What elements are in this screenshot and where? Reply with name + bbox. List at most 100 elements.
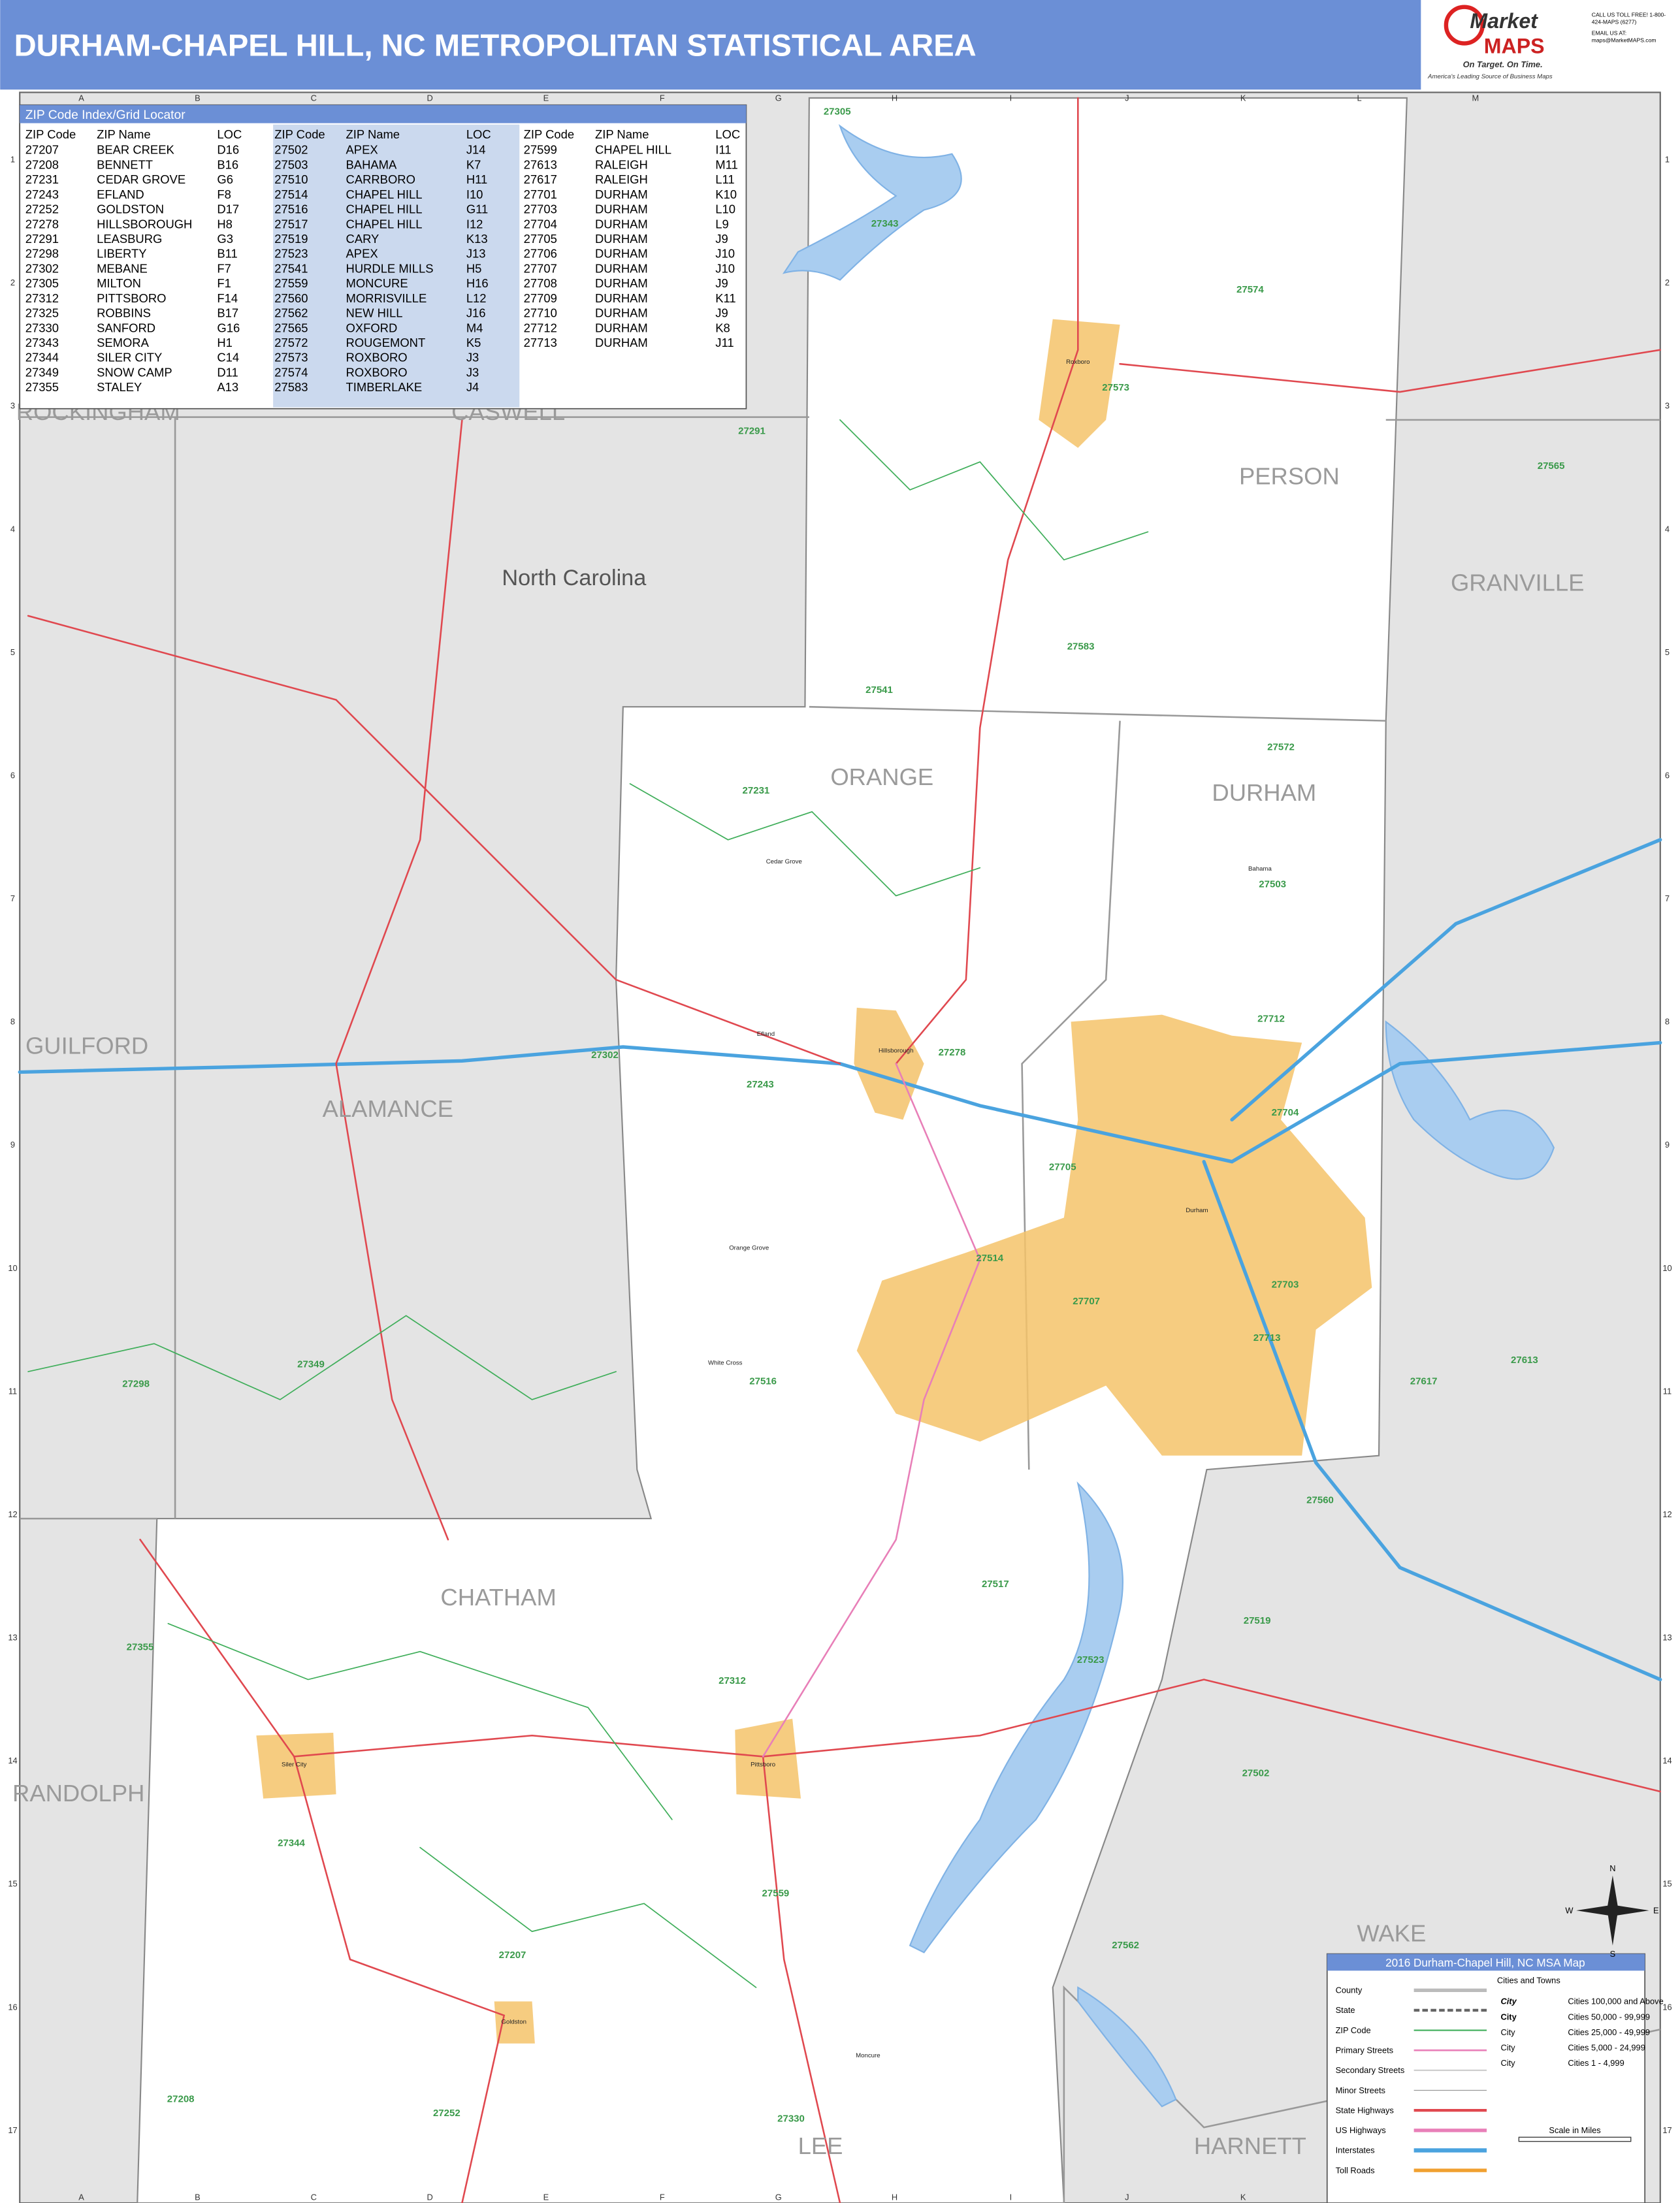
zip-cell: H1 (217, 336, 233, 349)
zip-cell: STALEY (97, 380, 142, 394)
zip-cell: K10 (715, 187, 737, 201)
zip-cell: H16 (466, 276, 489, 290)
zip-label: 27502 (1242, 1767, 1270, 1778)
grid-row-label: 1 (1665, 155, 1670, 165)
zip-cell: J9 (715, 276, 728, 290)
zip-cell: D16 (217, 143, 239, 157)
lake (782, 123, 962, 281)
legend-item-label: County (1336, 1986, 1363, 1995)
grid-column-label: E (543, 2193, 549, 2202)
grid-row-label: 2 (1665, 278, 1670, 287)
legend-item-label: Minor Streets (1336, 2085, 1385, 2095)
zip-cell: H5 (466, 261, 482, 275)
zip-cell: CEDAR GROVE (97, 172, 186, 186)
zip-column-header: LOC (466, 127, 491, 141)
place-label: Bahama (1248, 865, 1272, 873)
grid-column-label: C (311, 2193, 317, 2202)
zip-cell: C14 (217, 351, 239, 364)
zip-cell: 27344 (25, 351, 59, 364)
grid-row-label: 2 (10, 278, 15, 287)
zip-label: 27302 (591, 1050, 619, 1061)
state-highway (293, 1756, 506, 2203)
county-line (809, 705, 1386, 722)
zip-cell: 27514 (274, 187, 308, 201)
grid-row-label: 6 (10, 770, 15, 780)
zip-cell: J10 (715, 247, 735, 261)
zip-index-title: ZIP Code Index/Grid Locator (25, 108, 186, 122)
legend-item-label: ZIP Code (1336, 2025, 1371, 2035)
grid-column-label: I (1010, 93, 1012, 103)
grid-row-label: 13 (1662, 1633, 1672, 1643)
city-range: Cities 25,000 - 49,999 (1568, 2027, 1650, 2037)
grid-row-label: 7 (1665, 893, 1670, 903)
zip-table: ZIP Code ZIP Name LOC 27207 BEAR CREEK D16 272… (25, 127, 740, 394)
zip-cell: APEX (346, 247, 378, 261)
zip-index: ZIP Code Index/Grid Locator ZIP Code ZIP … (19, 104, 747, 410)
city-range: Cities 50,000 - 99,999 (1568, 2012, 1650, 2021)
grid-column-label: A (78, 2193, 84, 2202)
county-label: DURHAM (1212, 779, 1316, 806)
urban-area (494, 2001, 535, 2044)
state-highway (335, 419, 463, 1541)
zip-cell: DURHAM (595, 306, 648, 320)
zip-cell: M4 (466, 321, 483, 334)
grid-column-label: J (1125, 93, 1129, 103)
grid-row-label: 9 (10, 1140, 15, 1150)
zip-cell: F7 (217, 261, 231, 275)
legend-item-label: Primary Streets (1336, 2045, 1394, 2055)
zip-boundary (27, 1315, 617, 1400)
grid-row-label: 11 (8, 1386, 17, 1396)
zip-column-header: ZIP Name (346, 127, 400, 141)
zip-label: 27207 (499, 1950, 526, 1961)
zip-cell: L12 (466, 291, 487, 305)
zip-cell: K5 (466, 336, 481, 349)
legend-item-label: US Highways (1336, 2125, 1386, 2135)
zip-cell: L9 (715, 217, 728, 231)
zip-label: 27704 (1272, 1107, 1299, 1118)
page-title: DURHAM-CHAPEL HILL, NC METROPOLITAN STAT… (14, 28, 977, 63)
zip-cell: 27541 (274, 261, 308, 275)
zip-cell: K13 (466, 232, 488, 246)
interstate (1202, 1159, 1662, 1682)
zip-label: 27343 (871, 218, 899, 229)
zip-cell: 27302 (25, 261, 59, 275)
zip-cell: 27312 (25, 291, 59, 305)
zip-label: 27344 (278, 1838, 305, 1849)
zip-cell: 27330 (25, 321, 59, 334)
zip-cell: L10 (715, 202, 735, 216)
grid-row-label: 3 (1665, 401, 1670, 411)
grid-row-label: 15 (8, 1879, 17, 1889)
place-label: Roxboro (1066, 359, 1090, 366)
zip-cell: J13 (466, 247, 486, 261)
grid-row-label: 17 (1662, 2125, 1672, 2135)
grid-row-label: 9 (1665, 1140, 1670, 1150)
zip-cell: 27705 (524, 232, 557, 246)
grid-row-label: 12 (1662, 1509, 1672, 1519)
zip-label: 27613 (1511, 1355, 1538, 1366)
grid-column-label: K (1240, 93, 1246, 103)
zip-cell: 27231 (25, 172, 59, 186)
zip-cell: J11 (715, 336, 734, 349)
zip-cell: G11 (466, 202, 488, 216)
zip-boundary (167, 1622, 673, 1820)
county-label: GRANVILLE (1451, 569, 1584, 596)
zip-cell: G3 (217, 232, 233, 246)
zip-cell: 27503 (274, 157, 308, 171)
grid-row-label: 8 (1665, 1017, 1670, 1027)
county-label: WAKE (1357, 1920, 1426, 1946)
logo-ring (1444, 5, 1485, 46)
grid-row-label: 14 (8, 1756, 17, 1765)
grid-column-label: E (543, 93, 549, 103)
legend-title: 2016 Durham-Chapel Hill, NC MSA Map (1385, 1956, 1585, 1969)
zip-cell: 27701 (524, 187, 557, 201)
zip-column-header: LOC (217, 127, 242, 141)
zip-label: 27330 (777, 2114, 805, 2125)
zip-cell: 27613 (524, 157, 557, 171)
zip-cell: 27502 (274, 143, 308, 157)
zip-column-header: LOC (715, 127, 740, 141)
zip-label: 27713 (1253, 1332, 1281, 1343)
county-label: ORANGE (830, 764, 933, 790)
logo-brand-bottom: MAPS (1484, 34, 1545, 57)
zip-cell: DURHAM (595, 321, 648, 334)
city-range: Cities 5,000 - 24,999 (1568, 2042, 1645, 2052)
